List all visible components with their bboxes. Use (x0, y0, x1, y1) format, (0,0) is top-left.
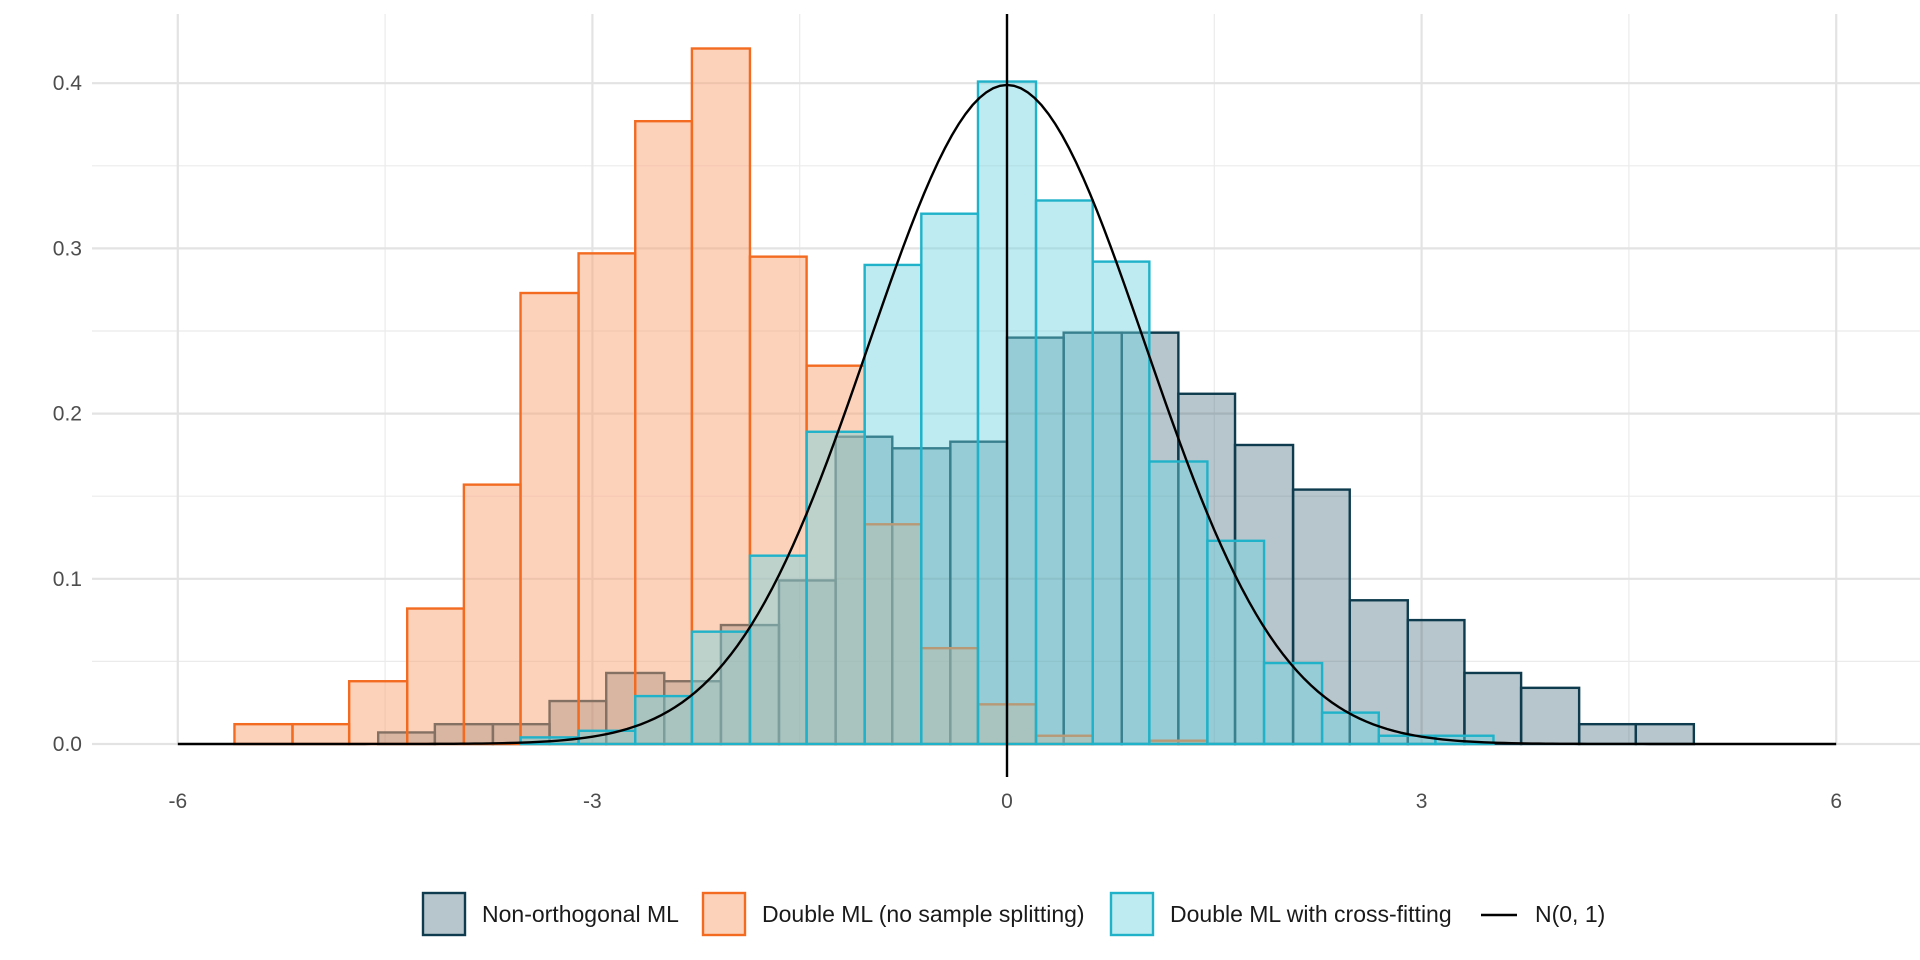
y-tick-label: 0.1 (53, 568, 82, 591)
y-tick-label: 0.4 (53, 72, 83, 95)
legend-swatch-double-ml-no-splitting (701, 891, 747, 937)
x-tick-label: -6 (168, 790, 187, 813)
bar-double-ml-no-splitting (406, 607, 466, 746)
bar-non-orthogonal-ml (1519, 686, 1581, 746)
bar-double-ml-no-splitting (233, 722, 294, 746)
y-tick-label: 0.0 (53, 733, 82, 756)
bars-double-ml-cross-fitting (519, 80, 1495, 746)
bar-double-ml-cross-fitting (1206, 539, 1266, 746)
bar-double-ml-no-splitting (462, 483, 522, 746)
bar-non-orthogonal-ml (1463, 671, 1523, 746)
x-tick-label: 6 (1830, 790, 1842, 813)
x-axis: -6 -3 0 3 6 (168, 790, 1842, 813)
y-tick-label: 0.2 (53, 403, 82, 426)
legend-item-double-ml-no-splitting: Double ML (no sample splitting) (701, 891, 1085, 937)
legend-item-double-ml-cross-fitting: Double ML with cross-fitting (1109, 891, 1452, 937)
legend-label: N(0, 1) (1535, 901, 1605, 927)
bar-non-orthogonal-ml (1634, 722, 1696, 746)
bar-double-ml-cross-fitting (1434, 734, 1495, 746)
legend-item-non-orthogonal-ml: Non-orthogonal ML (421, 891, 679, 937)
bar-non-orthogonal-ml (1577, 722, 1638, 746)
bar-double-ml-cross-fitting (1262, 661, 1324, 746)
bars-double-ml-no-splitting (233, 47, 1209, 746)
bar-double-ml-cross-fitting (1148, 460, 1209, 746)
legend-swatch-non-orthogonal-ml (421, 891, 467, 937)
bar-double-ml-no-splitting (577, 252, 637, 746)
legend-label: Double ML (no sample splitting) (762, 901, 1085, 927)
bar-double-ml-cross-fitting (920, 212, 980, 746)
bar-double-ml-no-splitting (519, 291, 580, 746)
y-tick-label: 0.3 (53, 237, 82, 260)
bar-double-ml-cross-fitting (748, 554, 808, 746)
legend-label: Double ML with cross-fitting (1170, 901, 1452, 927)
bar-double-ml-no-splitting (634, 119, 694, 746)
x-tick-label: 0 (1001, 790, 1013, 813)
bar-double-ml-no-splitting (291, 722, 351, 746)
legend-label: Non-orthogonal ML (482, 901, 679, 927)
bar-double-ml-cross-fitting (1091, 260, 1151, 746)
plot-panel (92, 14, 1920, 777)
bar-double-ml-cross-fitting (634, 694, 694, 746)
bar-double-ml-cross-fitting (1320, 711, 1380, 746)
bar-double-ml-cross-fitting (805, 430, 866, 746)
bar-double-ml-cross-fitting (1034, 199, 1094, 746)
legend-swatch-double-ml-cross-fitting (1109, 891, 1155, 937)
legend-item-normal: N(0, 1) (1481, 901, 1605, 927)
x-tick-label: -3 (583, 790, 602, 813)
legend: Non-orthogonal ML Double ML (no sample s… (421, 891, 1605, 937)
x-tick-label: 3 (1416, 790, 1428, 813)
bar-non-orthogonal-ml (1406, 618, 1466, 746)
histogram-bars (233, 47, 1696, 746)
bar-double-ml-cross-fitting (863, 263, 923, 746)
y-axis: 0.0 0.1 0.2 0.3 0.4 (53, 72, 83, 756)
bar-double-ml-no-splitting (347, 680, 409, 746)
